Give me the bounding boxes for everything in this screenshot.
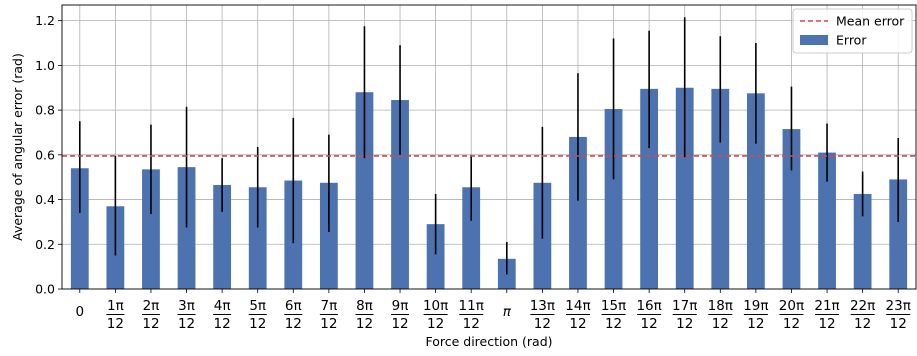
x-tick-denominator: 12 [391, 316, 408, 332]
x-axis-label: Force direction (rad) [425, 334, 552, 349]
x-tick-numerator: 22π [850, 298, 875, 314]
bar [213, 185, 232, 289]
x-tick-numerator: 15π [601, 298, 626, 314]
x-tick-denominator: 12 [142, 316, 159, 332]
x-tick-denominator: 12 [320, 316, 337, 332]
legend-error-label: Error [836, 33, 867, 48]
x-tick-numerator: 9π [392, 298, 409, 314]
bar [818, 152, 836, 289]
bar [248, 187, 267, 289]
bar [640, 88, 659, 289]
bar [70, 168, 89, 289]
x-tick-denominator: 12 [427, 316, 444, 332]
x-tick-numerator: 6π [285, 298, 302, 314]
x-tick-numerator: 7π [321, 298, 338, 314]
x-tick-numerator: 20π [779, 298, 804, 314]
bar [853, 193, 872, 289]
x-tick-denominator: 12 [356, 316, 373, 332]
bar [746, 93, 765, 289]
x-tick-numerator: 16π [636, 298, 661, 314]
x-tick-numerator: 19π [743, 298, 768, 314]
x-tick-denominator: 12 [676, 316, 693, 332]
x-tick-numerator: 8π [356, 298, 373, 314]
x-ticks: 0 1π 12 2π 12 3π 12 4π 12 5π 12 6π 12 7π 12 8π 12 9π 12 10π… [75, 289, 911, 332]
bar [889, 179, 908, 289]
x-tick-numerator: 23π [886, 298, 911, 314]
x-tick-denominator: 12 [463, 316, 480, 332]
x-tick-numerator: 3π [178, 298, 195, 314]
x-tick-denominator: 12 [854, 316, 871, 332]
y-ticks: 0.0 0.2 0.4 0.6 0.8 1.0 1.2 [35, 13, 62, 297]
x-tick-denominator: 12 [712, 316, 729, 332]
x-tick-denominator: 12 [641, 316, 658, 332]
plot-frame [61, 4, 917, 290]
legend-error-swatch [800, 35, 828, 45]
bar [782, 129, 801, 289]
x-tick-numerator: 11π [459, 298, 484, 314]
x-tick-denominator: 12 [569, 316, 586, 332]
y-tick-label: 0.2 [35, 237, 55, 252]
x-tick-numerator: 17π [672, 298, 697, 314]
x-tick-denominator: 12 [605, 316, 622, 332]
bar [426, 224, 445, 289]
bar [142, 169, 160, 289]
x-tick-numerator: 21π [814, 298, 839, 314]
y-axis-label: Average of angular error (rad) [10, 53, 25, 241]
error-bars [78, 17, 900, 275]
x-tick-numerator: 13π [530, 298, 555, 314]
x-tick-numerator: 10π [423, 298, 448, 314]
bar [569, 136, 587, 289]
bars [70, 87, 908, 289]
x-tick-label: 0 [75, 304, 84, 320]
bar [319, 182, 338, 289]
x-tick-denominator: 12 [249, 316, 266, 332]
x-tick-denominator: 12 [890, 316, 907, 332]
x-tick-numerator: 18π [708, 298, 733, 314]
y-tick-label: 1.2 [35, 13, 55, 28]
x-tick-denominator: 12 [747, 316, 764, 332]
bar [177, 167, 196, 289]
y-tick-label: 0.4 [35, 192, 55, 207]
bar [604, 108, 623, 289]
bar [355, 92, 374, 289]
bar [462, 187, 481, 289]
x-tick-numerator: 5π [249, 298, 266, 314]
bar [711, 88, 730, 289]
x-tick-numerator: 2π [143, 298, 160, 314]
x-tick-numerator: 14π [565, 298, 590, 314]
bar [675, 87, 694, 289]
x-tick-label: π [503, 304, 512, 320]
x-tick-numerator: 1π [107, 298, 124, 314]
bar [391, 100, 409, 289]
legend-mean-error-label: Mean error [836, 14, 905, 29]
x-tick-numerator: 4π [214, 298, 231, 314]
x-tick-denominator: 12 [214, 316, 231, 332]
x-tick-denominator: 12 [178, 316, 195, 332]
x-tick-denominator: 12 [783, 316, 800, 332]
y-tick-label: 0.0 [35, 282, 55, 297]
legend: Mean error Error [792, 8, 913, 54]
x-tick-denominator: 12 [285, 316, 302, 332]
y-tick-label: 0.6 [35, 147, 55, 162]
x-tick-denominator: 12 [534, 316, 551, 332]
x-tick-denominator: 12 [818, 316, 835, 332]
y-tick-label: 0.8 [35, 103, 55, 118]
x-tick-denominator: 12 [107, 316, 124, 332]
y-tick-label: 1.0 [35, 58, 55, 73]
